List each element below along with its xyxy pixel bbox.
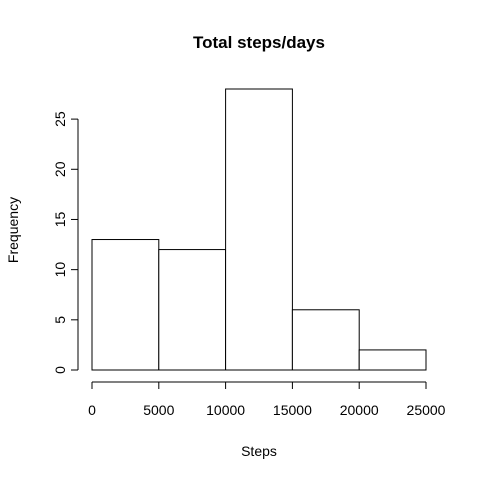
chart-title: Total steps/days [193,33,325,52]
y-tick-label: 20 [52,161,68,177]
x-tick-label: 20000 [340,402,379,418]
histogram-bar [158,249,227,371]
y-tick-label: 0 [52,366,68,374]
x-tick-label: 25000 [407,402,446,418]
y-tick-label: 25 [52,111,68,127]
x-axis-label: Steps [241,443,277,459]
y-axis-label: Frequency [5,197,21,263]
histogram-bar [291,309,360,371]
histogram-bar [91,239,160,371]
x-tick-label: 5000 [143,402,174,418]
x-axis: 0 5000 10000 15000 20000 25000 [88,381,446,418]
y-tick-label: 10 [52,262,68,278]
y-tick-label: 5 [52,316,68,324]
histogram-bar [225,88,293,371]
bars-group [91,88,427,371]
y-tick-label: 15 [52,211,68,227]
histogram-bar [358,349,427,371]
x-tick-label: 10000 [206,402,245,418]
x-tick-label: 0 [88,402,96,418]
y-axis: 0 5 10 15 20 25 [52,111,79,374]
x-tick-label: 15000 [273,402,312,418]
